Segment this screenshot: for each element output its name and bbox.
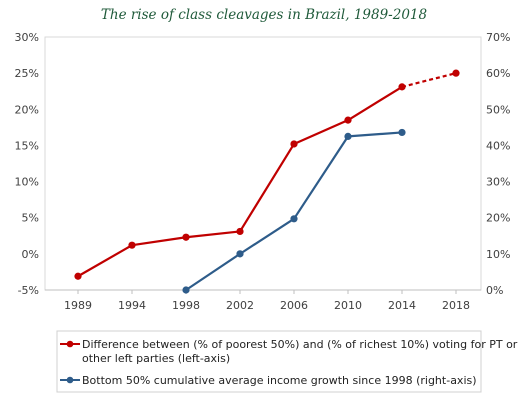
right-tick-label: 0% <box>486 284 503 297</box>
left-tick-label: 15% <box>15 139 39 152</box>
left-tick-label: 10% <box>15 176 39 189</box>
chart-title: The rise of class cleavages in Brazil, 1… <box>101 7 428 23</box>
legend-swatch-marker <box>66 376 74 384</box>
x-tick-label: 2014 <box>388 299 416 312</box>
right-tick-label: 10% <box>486 248 510 261</box>
legend-label: Difference between (% of poorest 50%) an… <box>82 338 518 351</box>
right-tick-label: 40% <box>486 139 510 152</box>
series-1-point <box>290 140 298 148</box>
series-1-point <box>74 272 82 280</box>
series-2-point <box>398 128 406 137</box>
series-1-point <box>236 227 244 236</box>
series-2 <box>182 128 406 294</box>
legend-swatch-marker <box>66 340 74 348</box>
legend-label: other left parties (left-axis) <box>82 352 230 365</box>
series-layer <box>74 69 460 294</box>
legend-entry-2: Bottom 50% cumulative average income gro… <box>60 374 477 387</box>
right-tick-label: 60% <box>486 67 510 80</box>
left-tick-label: 30% <box>15 31 39 44</box>
legend-label: Bottom 50% cumulative average income gro… <box>82 374 477 387</box>
series-1-point <box>182 233 190 241</box>
legend: Difference between (% of poorest 50%) an… <box>60 338 518 387</box>
x-tick-label: 2010 <box>334 299 362 312</box>
series-2-point <box>290 215 298 223</box>
x-tick-label: 2002 <box>226 299 254 312</box>
series-1-point <box>344 116 352 124</box>
series-2-point <box>182 286 190 294</box>
legend-box <box>56 330 482 393</box>
series-2-point <box>344 132 352 140</box>
left-tick-label: -5% <box>18 284 39 297</box>
x-tick-label: 1989 <box>64 299 92 312</box>
right-tick-label: 70% <box>486 31 510 44</box>
x-tick-label: 2018 <box>442 299 470 312</box>
legend-entry-1: Difference between (% of poorest 50%) an… <box>60 338 518 365</box>
left-axis: -5% 0% 5% 10% 15% 20% 25% 30% <box>15 31 39 297</box>
right-axis: 0% 10% 20% 30% 40% 50% 60% 70% <box>486 31 510 297</box>
left-tick-label: 25% <box>15 67 39 80</box>
series-1-point <box>398 83 406 91</box>
plot-area-frame <box>44 36 482 291</box>
right-tick-label: 20% <box>486 212 510 225</box>
series-1 <box>74 69 460 280</box>
left-tick-label: 5% <box>22 212 39 225</box>
x-axis: 1989 1994 1998 2002 2006 2010 2014 2018 <box>64 290 470 312</box>
series-2-point <box>236 250 244 258</box>
series-2-line <box>185 131 403 291</box>
series-1-line <box>77 85 403 278</box>
left-tick-label: 20% <box>15 103 39 116</box>
right-tick-label: 30% <box>486 176 510 189</box>
series-1-point <box>452 69 460 77</box>
x-tick-label: 1994 <box>118 299 146 312</box>
x-tick-label: 2006 <box>280 299 308 312</box>
series-1-projected-segment <box>401 72 457 88</box>
left-tick-label: 0% <box>22 248 39 261</box>
x-tick-label: 1998 <box>172 299 200 312</box>
series-1-point <box>128 241 136 249</box>
right-tick-label: 50% <box>486 103 510 116</box>
